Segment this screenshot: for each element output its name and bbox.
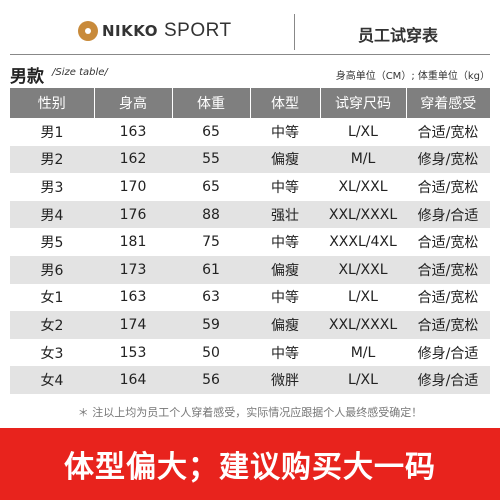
recommendation-banner: 体型偏大；建议购买大一码 [0,428,500,500]
cell-size: XL/XXL [320,255,406,284]
cell-fit: 修身/合适 [406,200,490,229]
header-underline [10,54,490,55]
table-row: 男3 170 65 中等 XL/XXL 合适/宽松 [10,173,490,201]
cell-height: 164 [94,366,172,394]
cell-height: 176 [94,200,172,229]
table-row: 男1 163 65 中等 L/XL 合适/宽松 [10,118,490,146]
cell-gender: 男4 [10,200,94,229]
units-note: 身高单位（CM）; 体重单位（kg） [335,71,490,82]
cell-body-type: 偏瘦 [250,311,320,339]
cell-fit: 修身/合适 [406,366,490,394]
cell-fit: 合适/宽松 [417,124,479,141]
cell-height: 170 [119,178,147,195]
cell-gender: 男6 [10,255,94,284]
cell-weight: 55 [172,145,250,174]
cell-height: 174 [94,311,172,339]
cell-body-type: 中等 [271,290,299,307]
cell-size: XXL/XXXL [320,311,406,339]
cell-fit: 合适/宽松 [417,179,479,196]
cell-gender: 女1 [40,290,64,307]
cell-gender: 男3 [40,179,64,196]
section-title: 男款 [10,67,44,87]
size-table: 性别 身高 体重 体型 试穿尺码 穿着感受 男1 163 65 中等 L/XL … [10,88,490,394]
cell-weight: 50 [202,344,220,361]
cell-body-type: 中等 [271,179,299,196]
column-header: 性别 [10,88,95,118]
page-title: 员工试穿表 [357,26,438,45]
cell-gender: 男1 [40,124,64,141]
column-header: 试穿尺码 [320,88,407,118]
cell-body-type: 中等 [271,124,299,141]
cell-gender: 男2 [10,145,94,174]
cell-gender: 女2 [10,311,94,339]
brand-name: NIKKO [102,22,158,40]
cell-size: M/L [350,344,376,361]
cell-weight: 75 [202,234,220,251]
table-row: 女3 153 50 中等 M/L 修身/合适 [10,339,490,367]
cell-size: L/XL [320,366,406,394]
table-row: 男4 176 88 强壮 XXL/XXXL 修身/合适 [10,200,490,229]
section-header: 男款 /Size table/ 身高单位（CM）; 体重单位（kg） [10,60,490,87]
cell-weight: 65 [202,178,220,195]
cell-weight: 65 [202,123,220,140]
table-row: 女4 164 56 微胖 L/XL 修身/合适 [10,366,490,394]
table-row: 男2 162 55 偏瘦 M/L 修身/宽松 [10,145,490,174]
cell-fit: 合适/宽松 [406,255,490,284]
cell-weight: 56 [172,366,250,394]
column-header: 穿着感受 [406,88,490,118]
cell-gender: 男5 [40,235,64,252]
cell-fit: 合适/宽松 [417,235,479,252]
cell-body-type: 中等 [271,235,299,252]
table-header-row: 性别 身高 体重 体型 试穿尺码 穿着感受 [10,88,490,118]
table-row: 男5 181 75 中等 XXXL/4XL 合适/宽松 [10,228,490,256]
cell-body-type: 强壮 [250,200,320,229]
header: NIKKO SPORT 员工试穿表 [0,0,500,70]
cell-height: 163 [119,289,147,306]
column-header: 体重 [172,88,251,118]
cell-gender: 女3 [40,345,64,362]
cell-body-type: 微胖 [250,366,320,394]
cell-fit: 修身/合适 [417,345,479,362]
column-header: 身高 [94,88,173,118]
brand-logo-icon [78,21,98,41]
cell-height: 181 [119,234,147,251]
cell-height: 153 [119,344,147,361]
cell-height: 163 [119,123,147,140]
cell-size: XXL/XXXL [320,200,406,229]
cell-size: XL/XXL [338,178,388,195]
cell-height: 173 [94,255,172,284]
cell-height: 162 [94,145,172,174]
header-divider [294,14,295,50]
column-header: 体型 [250,88,321,118]
cell-fit: 合适/宽松 [417,290,479,307]
cell-weight: 59 [172,311,250,339]
brand-suffix: SPORT [163,20,232,41]
table-row: 女1 163 63 中等 L/XL 合适/宽松 [10,284,490,312]
cell-weight: 88 [172,200,250,229]
table-row: 女2 174 59 偏瘦 XXL/XXXL 合适/宽松 [10,311,490,339]
cell-size: M/L [320,145,406,174]
table-row: 男6 173 61 偏瘦 XL/XXL 合适/宽松 [10,255,490,284]
cell-body-type: 偏瘦 [250,145,320,174]
cell-body-type: 中等 [271,345,299,362]
cell-gender: 女4 [10,366,94,394]
cell-size: L/XL [348,289,378,306]
banner-text: 体型偏大；建议购买大一码 [64,450,436,485]
disclaimer-note: ＊ 注以上均为员工个人穿着感受，实际情况应跟据个人最终感受确定！ [77,406,423,419]
cell-weight: 61 [172,255,250,284]
brand-logo: NIKKO SPORT [78,20,232,42]
section-subtitle: /Size table/ [52,67,108,78]
cell-fit: 修身/宽松 [406,145,490,174]
cell-fit: 合适/宽松 [406,311,490,339]
cell-body-type: 偏瘦 [250,255,320,284]
cell-size: L/XL [348,123,378,140]
cell-weight: 63 [202,289,220,306]
cell-size: XXXL/4XL [329,234,397,251]
